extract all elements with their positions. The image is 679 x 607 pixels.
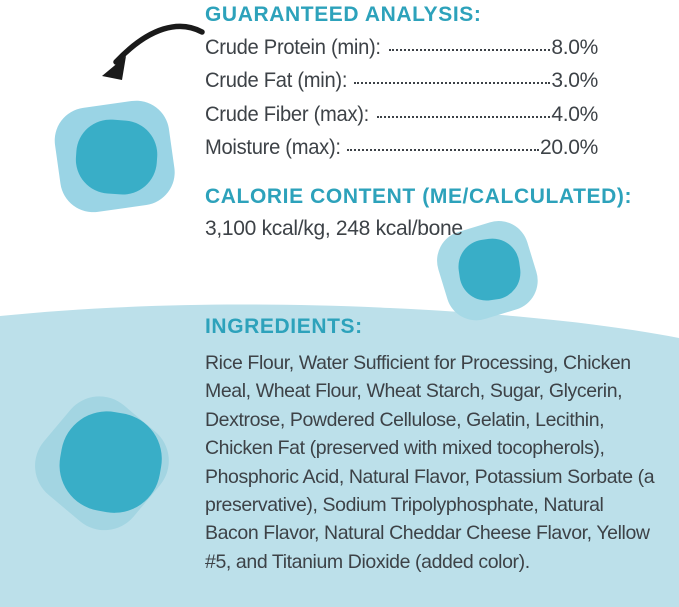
analysis-value: 4.0% <box>551 102 598 126</box>
dot-leader <box>354 82 551 85</box>
analysis-row-crude-fat: Crude Fat (min): 3.0% <box>205 69 598 102</box>
dot-leader <box>376 115 551 118</box>
analysis-label: Moisture (max): <box>205 136 341 160</box>
analysis-value: 8.0% <box>551 36 598 59</box>
analysis-row-crude-fiber: Crude Fiber (max): 4.0% <box>205 103 598 136</box>
ingredients-line: #5, and Titanium Dioxide (added color). <box>205 550 530 573</box>
treat-illustration-middle-right-icon <box>437 221 538 321</box>
calorie-content-value: 3,100 kcal/kg, 248 kcal/bone <box>205 217 463 240</box>
ingredients-line: Bacon Flavor, Natural Cheddar Cheese Fla… <box>205 522 650 545</box>
dot-leader <box>389 49 551 51</box>
calorie-content-section: CALORIE CONTENT (ME/CALCULATED): 3,100 k… <box>205 185 645 241</box>
ingredients-line: Chicken Fat (preserved with mixed tocoph… <box>205 437 605 460</box>
analysis-label: Crude Protein (min): <box>205 36 381 59</box>
ingredients-line: Meal, Wheat Flour, Wheat Starch, Sugar, … <box>205 380 623 403</box>
guaranteed-analysis-heading: GUARANTEED ANALYSIS: <box>205 3 482 26</box>
analysis-label: Crude Fiber (max): <box>205 102 369 126</box>
analysis-value: 3.0% <box>551 69 598 93</box>
guaranteed-analysis-table: Crude Protein (min): 8.0% Crude Fat (min… <box>205 36 598 170</box>
treat-illustration-top-left-icon <box>54 100 175 213</box>
ingredients-line: Dextrose, Powdered Cellulose, Gelatin, L… <box>205 408 605 431</box>
arrow-icon <box>102 23 205 80</box>
ingredients-line: Rice Flour, Water Sufficient for Process… <box>205 352 631 374</box>
dot-leader <box>347 149 539 152</box>
analysis-row-moisture: Moisture (max): 20.0% <box>205 136 598 169</box>
analysis-row-crude-protein: Crude Protein (min): 8.0% <box>205 36 598 69</box>
ingredients-line: preservative), Sodium Tripolyphosphate, … <box>205 494 604 517</box>
analysis-value: 20.0% <box>539 136 598 160</box>
analysis-label: Crude Fat (min): <box>205 69 348 93</box>
guaranteed-analysis-section: GUARANTEED ANALYSIS: Crude Protein (min)… <box>205 3 598 170</box>
ingredients-paragraph: Rice Flour, Water Sufficient for Process… <box>205 349 655 576</box>
treat-illustration-bottom-left-icon <box>35 396 169 531</box>
ingredients-heading: INGREDIENTS: <box>205 315 363 338</box>
calorie-content-heading: CALORIE CONTENT (ME/CALCULATED): <box>205 185 633 208</box>
ingredients-section: INGREDIENTS: Rice Flour, Water Sufficien… <box>205 315 655 576</box>
ingredients-line: Phosphoric Acid, Natural Flavor, Potassi… <box>205 465 655 488</box>
